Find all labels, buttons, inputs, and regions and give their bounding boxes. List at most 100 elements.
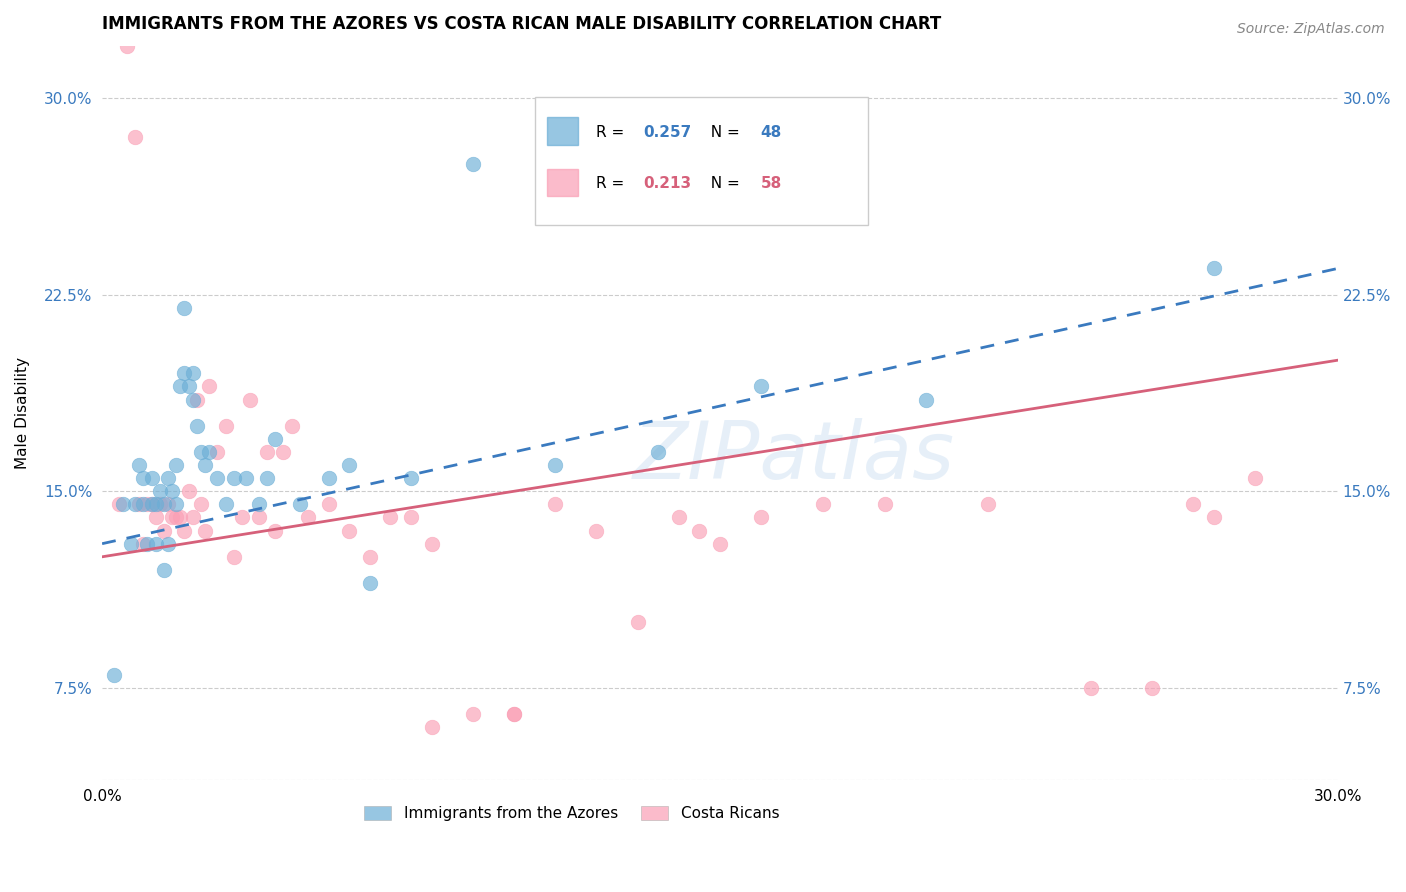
Point <box>668 510 690 524</box>
Point <box>207 445 229 459</box>
Text: IMMIGRANTS FROM THE AZORES VS COSTA RICAN MALE DISABILITY CORRELATION CHART: IMMIGRANTS FROM THE AZORES VS COSTA RICA… <box>103 15 942 33</box>
Point <box>231 510 253 524</box>
Point <box>914 392 936 407</box>
Point <box>153 524 176 538</box>
Point <box>190 445 212 459</box>
Point <box>503 707 526 722</box>
Point <box>1182 497 1205 511</box>
Point <box>207 471 229 485</box>
Point <box>169 379 191 393</box>
Point <box>461 707 484 722</box>
Point <box>107 497 129 511</box>
Point <box>141 497 163 511</box>
Text: ZIPatlas: ZIPatlas <box>633 417 955 496</box>
Point <box>156 471 179 485</box>
Point <box>288 497 311 511</box>
Point <box>337 524 360 538</box>
Point <box>647 445 669 459</box>
Point <box>141 497 163 511</box>
Point <box>503 707 526 722</box>
Text: 0.257: 0.257 <box>644 125 692 140</box>
Point <box>173 524 195 538</box>
Point <box>194 524 217 538</box>
Point <box>141 471 163 485</box>
Point <box>124 130 146 145</box>
Point <box>749 379 772 393</box>
Text: R =: R = <box>596 125 630 140</box>
Point <box>136 497 159 511</box>
Point <box>145 510 167 524</box>
Point <box>145 497 167 511</box>
Point <box>103 667 125 681</box>
FancyBboxPatch shape <box>547 117 578 145</box>
Point <box>749 510 772 524</box>
Point <box>256 471 278 485</box>
Point <box>359 576 381 591</box>
Point <box>256 445 278 459</box>
FancyBboxPatch shape <box>534 97 868 226</box>
Point <box>811 497 834 511</box>
Point <box>215 418 238 433</box>
Point <box>173 301 195 315</box>
Point <box>399 471 422 485</box>
Point <box>626 615 648 630</box>
Point <box>169 510 191 524</box>
Point <box>399 510 422 524</box>
Point <box>976 497 998 511</box>
Point <box>115 38 138 53</box>
Point <box>239 392 262 407</box>
Text: 58: 58 <box>761 176 782 191</box>
Point <box>235 471 257 485</box>
Point <box>136 537 159 551</box>
Point <box>297 510 319 524</box>
Point <box>359 549 381 564</box>
Text: Source: ZipAtlas.com: Source: ZipAtlas.com <box>1237 22 1385 37</box>
Point <box>264 432 287 446</box>
Point <box>160 484 183 499</box>
Point <box>177 379 200 393</box>
Point <box>318 471 340 485</box>
Point <box>190 497 212 511</box>
Point <box>647 156 669 170</box>
Point <box>337 458 360 472</box>
Point <box>544 497 567 511</box>
Text: N =: N = <box>702 176 745 191</box>
Point <box>420 720 443 734</box>
FancyBboxPatch shape <box>547 169 578 196</box>
Point <box>1080 681 1102 695</box>
Text: R =: R = <box>596 176 630 191</box>
Point <box>132 471 155 485</box>
Point <box>132 497 155 511</box>
Text: 48: 48 <box>761 125 782 140</box>
Y-axis label: Male Disability: Male Disability <box>15 357 30 468</box>
Point <box>873 497 896 511</box>
Text: 0.213: 0.213 <box>644 176 692 191</box>
Point <box>111 497 134 511</box>
Point <box>318 497 340 511</box>
Point <box>128 458 150 472</box>
Point <box>181 510 204 524</box>
Point <box>156 497 179 511</box>
Point <box>198 379 221 393</box>
Point <box>709 537 731 551</box>
Point <box>198 445 221 459</box>
Point <box>273 445 295 459</box>
Legend: Immigrants from the Azores, Costa Ricans: Immigrants from the Azores, Costa Ricans <box>359 800 786 827</box>
Point <box>156 537 179 551</box>
Point <box>215 497 238 511</box>
Point <box>1142 681 1164 695</box>
Point <box>688 524 710 538</box>
Point <box>420 537 443 551</box>
Point <box>280 418 302 433</box>
Point <box>181 392 204 407</box>
Point <box>153 563 176 577</box>
Point <box>181 367 204 381</box>
Point <box>1204 261 1226 276</box>
Point <box>380 510 402 524</box>
Point <box>222 549 245 564</box>
Point <box>128 497 150 511</box>
Point <box>1244 471 1267 485</box>
Point <box>544 458 567 472</box>
Point <box>1204 510 1226 524</box>
Point <box>149 497 172 511</box>
